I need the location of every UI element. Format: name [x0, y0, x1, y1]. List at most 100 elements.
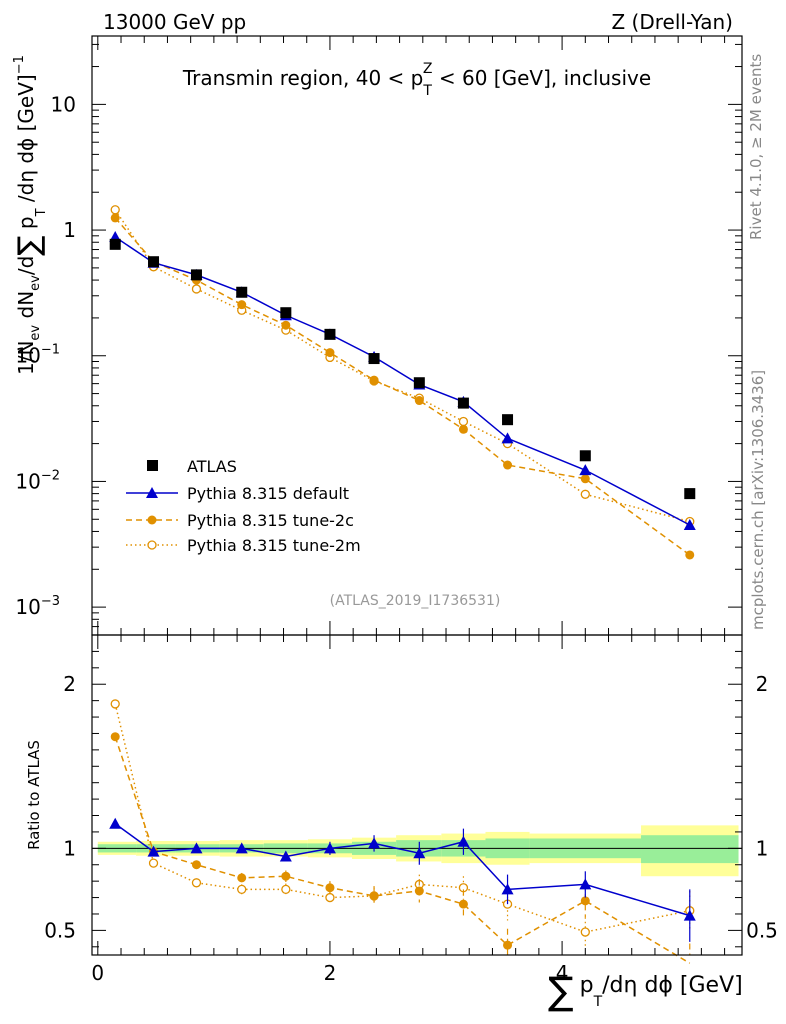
ratio-point-pythia-8-315-default	[190, 842, 203, 854]
ratio-point-pythia-8-315-tune-2c	[325, 883, 335, 893]
main-point-atlas	[368, 353, 380, 365]
ratio-ytick-label: 1	[63, 836, 76, 860]
ratio-point-pythia-8-315-default	[579, 878, 592, 890]
ratio-point-pythia-8-315-default	[368, 837, 381, 849]
main-point-pythia-8-315-tune-2c	[414, 396, 424, 406]
main-point-pythia-8-315-default	[501, 432, 514, 444]
ratio-point-pythia-8-315-tune-2m	[148, 858, 159, 868]
main-point-atlas	[684, 488, 696, 500]
main-y-ticks: 10−3 10−2 10−1 1 10	[15, 43, 742, 636]
ratio-point-pythia-8-315-tune-2c	[281, 871, 291, 881]
ratio-series	[109, 699, 696, 964]
ratio-ytick-label: 2	[63, 672, 76, 696]
main-point-pythia-8-315-tune-2c	[458, 424, 468, 434]
ratio-point-pythia-8-315-tune-2m	[580, 927, 590, 937]
ratio-x-ticks: 0 2 4	[91, 635, 726, 985]
ratio-point-pythia-8-315-tune-2c	[369, 891, 379, 901]
main-point-pythia-8-315-tune-2c	[281, 320, 291, 330]
main-point-atlas	[457, 397, 469, 409]
title-sub-t: T	[422, 83, 432, 99]
main-point-atlas	[148, 256, 160, 268]
main-point-pythia-8-315-tune-2m	[110, 205, 120, 215]
main-point-pythia-8-315-tune-2m	[458, 416, 469, 427]
ratio-point-pythia-8-315-tune-2c	[458, 899, 468, 909]
main-ytick-label: 10−3	[15, 594, 60, 619]
plot-title: Transmin region, 40 < pTZ < 60 [GeV], in…	[182, 61, 651, 99]
ratio-line-pythia-8-315-tune-2c	[114, 736, 691, 964]
main-point-atlas	[502, 414, 514, 426]
ratio-point-pythia-8-315-tune-2c	[237, 873, 247, 883]
main-point-atlas	[280, 307, 292, 319]
ratio-point-pythia-8-315-tune-2m	[191, 878, 202, 888]
main-x-ticks	[97, 36, 726, 635]
ratio-ytick-label-right: 1	[756, 836, 769, 860]
ratio-point-pythia-8-315-tune-2c	[503, 940, 513, 950]
main-point-pythia-8-315-tune-2m	[580, 489, 590, 499]
ratio-ytick-label-right: 2	[756, 672, 769, 696]
ratio-point-pythia-8-315-default	[147, 845, 160, 857]
rivet-label: Rivet 4.1.0, ≥ 2M events	[747, 54, 765, 240]
ratio-point-pythia-8-315-tune-2c	[414, 886, 424, 896]
ratio-point-pythia-8-315-tune-2m	[237, 884, 247, 895]
main-point-atlas	[579, 450, 591, 462]
main-line-pythia-8-315-tune-2m	[114, 209, 690, 523]
x-tick-label: 0	[91, 961, 104, 985]
main-ytick-label: 1	[63, 218, 76, 242]
main-panel: 10−3 10−2 10−1 1 10 Transmin region, 40 < pT…	[15, 35, 743, 636]
watermark: (ATLAS_2019_I1736531)	[330, 593, 501, 609]
legend-2m-marker	[147, 540, 157, 550]
x-tick-label: 2	[324, 961, 337, 985]
main-point-atlas	[190, 269, 202, 281]
main-point-pythia-8-315-default	[579, 464, 592, 476]
header-right: Z (Drell-Yan)	[611, 10, 733, 34]
legend-atlas-marker	[147, 460, 158, 471]
ratio-point-pythia-8-315-default	[279, 850, 292, 862]
main-point-atlas	[236, 286, 248, 298]
main-line-pythia-8-315-tune-2c	[114, 217, 691, 556]
main-point-pythia-8-315-default	[683, 519, 696, 531]
ratio-point-pythia-8-315-tune-2c	[580, 896, 590, 906]
ratio-ytick-label-right: 0.5	[746, 918, 778, 942]
main-point-atlas	[413, 377, 425, 389]
source-label: mcplots.cern.ch [arXiv:1306.3436]	[749, 370, 767, 630]
ratio-point-pythia-8-315-tune-2m	[325, 892, 335, 903]
ratio-y-ticks: 0.5 0.5 1 1 2 2	[44, 650, 778, 948]
legend-default-label: Pythia 8.315 default	[187, 484, 349, 503]
main-point-pythia-8-315-tune-2c	[325, 348, 335, 358]
main-ytick-label: 10−1	[15, 343, 60, 368]
legend-atlas-label: ATLAS	[187, 457, 237, 476]
x-axis-label: ∑ pT/dη dϕ [GeV]	[548, 969, 743, 1013]
x-tick-label: 4	[556, 961, 569, 985]
main-ytick-label: 10−2	[15, 468, 60, 493]
ratio-line-pythia-8-315-default	[114, 823, 690, 917]
legend-2c-label: Pythia 8.315 tune-2c	[187, 511, 354, 530]
legend-default-marker	[146, 487, 158, 498]
main-point-atlas	[109, 238, 121, 250]
main-point-pythia-8-315-tune-2c	[110, 213, 120, 223]
title-sup-z: Z	[423, 61, 433, 77]
main-line-pythia-8-315-default	[114, 236, 691, 526]
ratio-point-pythia-8-315-tune-2c	[110, 732, 120, 742]
ratio-y-label: Ratio to ATLAS	[25, 740, 43, 850]
main-series	[109, 205, 696, 560]
main-point-pythia-8-315-tune-2c	[369, 375, 379, 385]
ratio-point-pythia-8-315-tune-2m	[281, 884, 291, 895]
legend-2c-marker	[147, 515, 157, 525]
ratio-ytick-label: 0.5	[44, 918, 76, 942]
main-point-pythia-8-315-tune-2c	[580, 474, 590, 484]
ratio-point-pythia-8-315-default	[683, 909, 696, 921]
main-point-pythia-8-315-tune-2m	[191, 284, 202, 294]
main-ytick-label: 10	[51, 92, 76, 116]
legend: ATLAS Pythia 8.315 default Pythia 8.315 …	[126, 457, 361, 555]
main-point-atlas	[324, 328, 336, 340]
ratio-point-pythia-8-315-default	[235, 842, 248, 854]
ratio-band-green	[641, 835, 739, 864]
ratio-line-pythia-8-315-tune-2m	[114, 703, 690, 933]
ratio-frame	[91, 634, 743, 956]
ratio-point-pythia-8-315-default	[501, 883, 514, 895]
header-left: 13000 GeV pp	[103, 10, 246, 34]
ratio-point-pythia-8-315-tune-2c	[191, 860, 201, 870]
ratio-point-pythia-8-315-tune-2m	[110, 699, 120, 709]
ratio-point-pythia-8-315-default	[109, 817, 122, 829]
